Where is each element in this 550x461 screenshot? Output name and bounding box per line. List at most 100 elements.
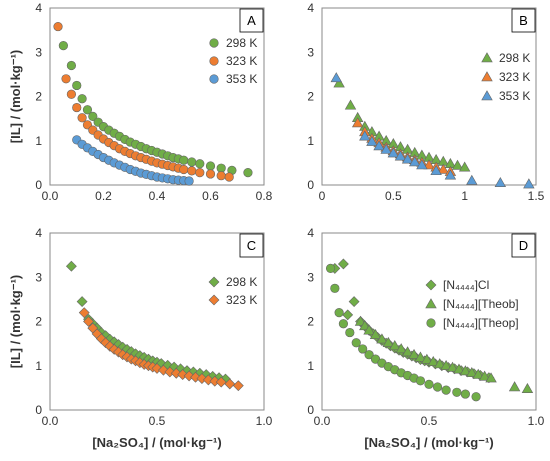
data-point bbox=[485, 372, 497, 383]
x-tick-label: 0.4 bbox=[149, 189, 166, 203]
y-tick-label: 4 bbox=[307, 1, 314, 15]
data-point bbox=[58, 41, 68, 51]
legend-label: [N₄₄₄₄]Cl bbox=[443, 278, 489, 292]
x-axis-title: [Na₂SO₄] / (mol·kg⁻¹) bbox=[92, 435, 221, 450]
data-point bbox=[408, 348, 420, 359]
legend: 298 K 323 K 353 K bbox=[481, 51, 530, 103]
data-point bbox=[523, 178, 535, 189]
legend-label: 323 K bbox=[499, 70, 530, 84]
data-point bbox=[401, 346, 414, 357]
data-point bbox=[389, 340, 401, 351]
data-point bbox=[72, 102, 82, 113]
y-tick-label: 1 bbox=[35, 134, 42, 148]
legend-marker bbox=[425, 298, 437, 309]
panel-label: B bbox=[519, 13, 528, 28]
data-point bbox=[345, 327, 355, 338]
panel-A: 0.0 0.2 0.4 0.6 0.8 0 1 2 3 4 [IL] / (mol·kg⁻¹) A 29… bbox=[8, 1, 273, 203]
data-point bbox=[83, 316, 94, 327]
data-point bbox=[337, 258, 349, 270]
panel-D: 0.0 0.5 1.0 0 1 2 3 4 [Na₂SO₄] / (mol·kg⁻¹) D [N₄₄… bbox=[307, 226, 544, 450]
y-tick-label: 3 bbox=[35, 45, 42, 59]
y-tick-label: 4 bbox=[307, 226, 314, 240]
data-point bbox=[330, 283, 340, 293]
data-point bbox=[432, 382, 443, 392]
x-tick-label: 0.5 bbox=[149, 414, 166, 428]
x-tick-label: 0.0 bbox=[42, 189, 59, 203]
x-tick-label: 0.8 bbox=[256, 189, 273, 203]
data-point bbox=[187, 166, 197, 176]
data-point bbox=[376, 333, 388, 344]
legend-marker bbox=[208, 294, 220, 306]
data-point bbox=[53, 21, 63, 32]
data-point bbox=[205, 161, 216, 171]
data-point bbox=[184, 176, 194, 186]
plot-area-frame bbox=[49, 232, 265, 411]
data-point bbox=[433, 358, 446, 369]
data-point bbox=[471, 392, 481, 402]
y-tick-label: 2 bbox=[307, 90, 314, 104]
data-point bbox=[77, 94, 87, 104]
y-tick-label: 2 bbox=[35, 315, 42, 329]
x-tick-label: 0.2 bbox=[95, 189, 112, 203]
legend-label: 323 K bbox=[226, 54, 257, 68]
series-2 bbox=[330, 72, 535, 189]
data-point bbox=[338, 319, 349, 329]
legend-marker bbox=[481, 90, 493, 101]
data-point bbox=[333, 77, 345, 88]
series-1 bbox=[78, 307, 244, 392]
data-point bbox=[366, 135, 378, 146]
data-point bbox=[88, 111, 98, 122]
data-point bbox=[395, 343, 407, 354]
data-point bbox=[82, 105, 93, 115]
panel-label-box bbox=[511, 8, 536, 33]
data-point bbox=[437, 163, 449, 174]
data-point bbox=[440, 359, 452, 370]
data-point bbox=[387, 147, 400, 158]
data-point bbox=[446, 361, 459, 372]
x-tick-label: 0.0 bbox=[42, 414, 59, 428]
data-point bbox=[401, 153, 414, 164]
data-point bbox=[459, 365, 472, 376]
data-point bbox=[369, 328, 382, 339]
data-point bbox=[344, 99, 357, 110]
data-point bbox=[466, 174, 478, 185]
legend-marker bbox=[209, 38, 219, 48]
data-point bbox=[330, 72, 342, 83]
legend-label: 353 K bbox=[226, 72, 257, 86]
data-point bbox=[478, 370, 491, 381]
data-point bbox=[205, 169, 216, 179]
y-tick-label: 2 bbox=[35, 90, 42, 104]
y-tick-label: 1 bbox=[307, 134, 314, 148]
data-point bbox=[472, 368, 484, 379]
y-tick-label: 0 bbox=[307, 178, 314, 192]
data-point bbox=[216, 171, 226, 181]
data-point bbox=[224, 172, 234, 182]
panel-label-box bbox=[239, 233, 264, 258]
panel-label-box bbox=[511, 233, 536, 258]
panel-label-box bbox=[239, 8, 264, 33]
data-point bbox=[325, 263, 336, 274]
series-1 bbox=[354, 315, 534, 393]
data-point bbox=[66, 89, 76, 99]
x-tick-label: 0.0 bbox=[314, 414, 331, 428]
data-point bbox=[453, 363, 465, 374]
data-point bbox=[444, 169, 457, 180]
data-point bbox=[394, 150, 407, 161]
data-point bbox=[66, 60, 76, 71]
data-point bbox=[466, 367, 478, 378]
data-point bbox=[179, 164, 189, 175]
series-0 bbox=[58, 41, 253, 178]
data-point bbox=[494, 176, 507, 187]
y-tick-label: 1 bbox=[35, 359, 42, 373]
data-point bbox=[458, 161, 471, 172]
legend-label: 298 K bbox=[499, 51, 530, 65]
legend: 298 K 323 K bbox=[208, 275, 257, 307]
data-point bbox=[359, 130, 371, 141]
legend-marker bbox=[209, 74, 219, 84]
data-point bbox=[508, 381, 521, 392]
series-2 bbox=[72, 135, 194, 186]
panel-B: 0 0.5 1 1.5 0 1 2 3 4 B 298 K 323 K 353 K bbox=[307, 1, 544, 203]
data-point bbox=[414, 351, 427, 362]
x-tick-label: 1 bbox=[461, 189, 468, 203]
data-point bbox=[423, 159, 435, 170]
